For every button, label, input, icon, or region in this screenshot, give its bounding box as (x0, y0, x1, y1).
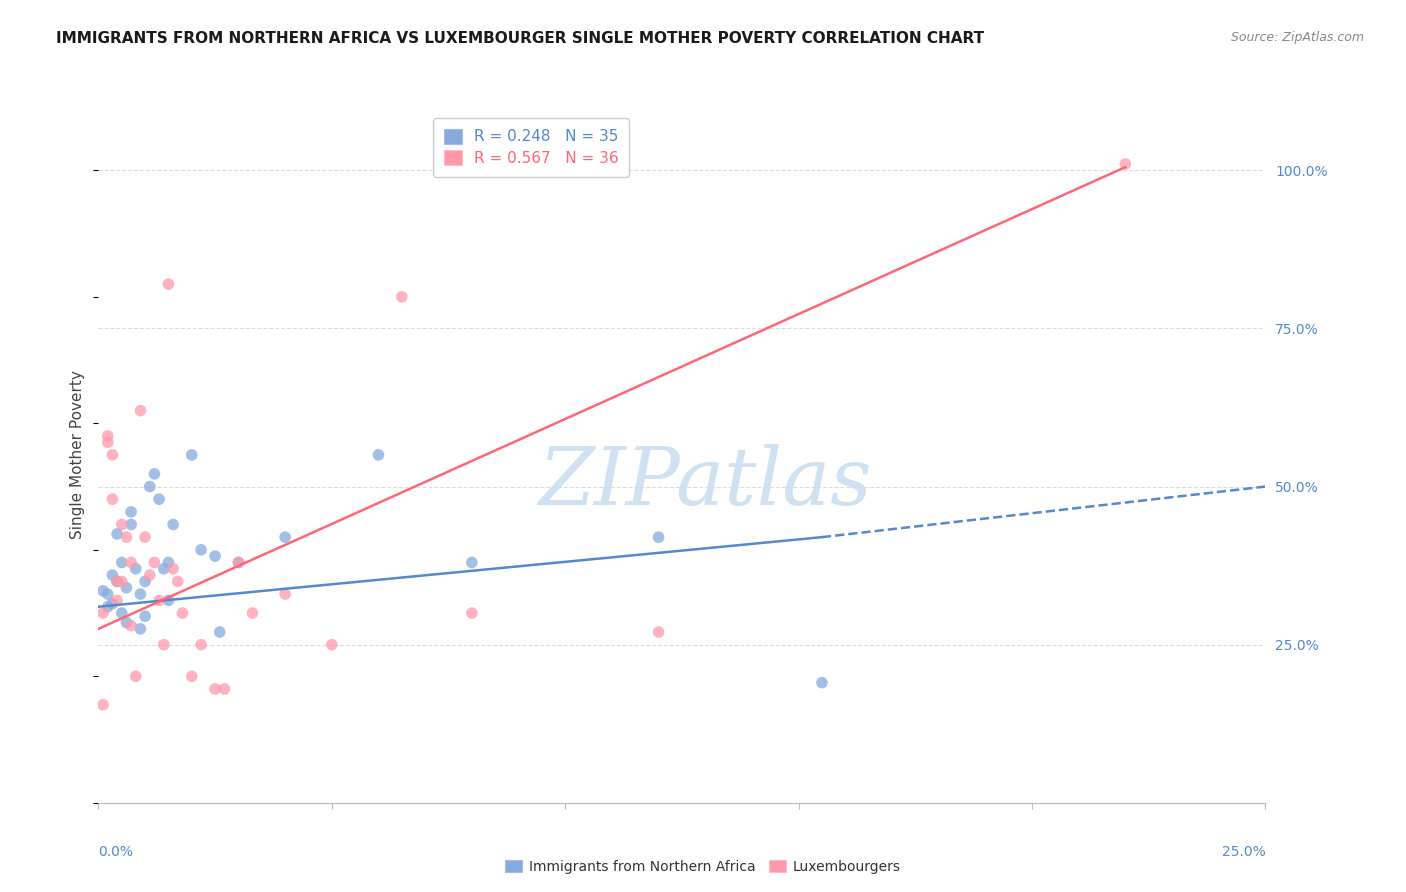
Point (148, 492, 170, 507)
Point (105, 574, 128, 589)
Point (190, 542, 212, 557)
Point (111, 556, 134, 570)
Point (228, 556, 250, 570)
Point (111, 606, 134, 620)
Text: 0.0%: 0.0% (98, 845, 134, 858)
Point (101, 448, 124, 462)
Point (204, 549, 226, 563)
Point (115, 615, 138, 630)
Text: ZIPatlas: ZIPatlas (538, 444, 872, 522)
Point (148, 593, 170, 607)
Point (172, 606, 194, 620)
Point (120, 618, 142, 632)
Point (274, 530, 297, 544)
Point (120, 505, 142, 519)
Point (274, 587, 297, 601)
Point (134, 530, 156, 544)
Point (91, 606, 114, 620)
Point (321, 638, 343, 652)
Point (97, 435, 120, 450)
Point (391, 290, 413, 304)
Point (214, 681, 236, 696)
Point (152, 562, 174, 576)
Point (180, 448, 202, 462)
Legend: R = 0.248   N = 35, R = 0.567   N = 36: R = 0.248 N = 35, R = 0.567 N = 36 (433, 118, 630, 177)
Point (111, 574, 134, 589)
Point (461, 556, 484, 570)
Point (97, 429, 120, 443)
Point (157, 593, 180, 607)
Point (97, 587, 120, 601)
Point (367, 448, 389, 462)
Point (162, 517, 184, 532)
Point (125, 562, 148, 576)
Point (208, 625, 231, 640)
Point (152, 638, 174, 652)
Point (129, 587, 152, 601)
Point (129, 403, 152, 417)
Point (97, 599, 120, 614)
Point (157, 277, 180, 292)
Point (143, 467, 166, 481)
Point (1114, 157, 1136, 171)
Point (111, 517, 134, 532)
Point (162, 562, 184, 576)
Point (139, 479, 162, 493)
Point (105, 574, 128, 589)
Legend: Immigrants from Northern Africa, Luxembourgers: Immigrants from Northern Africa, Luxembo… (498, 853, 908, 880)
Point (120, 517, 142, 532)
Point (190, 638, 212, 652)
Point (461, 606, 484, 620)
Point (115, 581, 138, 595)
Point (166, 574, 188, 589)
Point (242, 606, 264, 620)
Point (101, 597, 124, 611)
Point (134, 574, 156, 589)
Point (204, 681, 226, 696)
Point (101, 568, 124, 582)
Point (91, 698, 114, 712)
Point (129, 622, 152, 636)
Text: IMMIGRANTS FROM NORTHERN AFRICA VS LUXEMBOURGER SINGLE MOTHER POVERTY CORRELATIO: IMMIGRANTS FROM NORTHERN AFRICA VS LUXEM… (56, 31, 984, 46)
Point (811, 675, 834, 690)
Point (157, 556, 180, 570)
Point (105, 593, 128, 607)
Point (91, 583, 114, 598)
Point (115, 530, 138, 544)
Point (125, 669, 148, 683)
Point (105, 527, 128, 541)
Point (647, 530, 669, 544)
Point (134, 609, 156, 624)
Text: Source: ZipAtlas.com: Source: ZipAtlas.com (1230, 31, 1364, 45)
Point (180, 669, 202, 683)
Point (101, 492, 124, 507)
Point (647, 625, 669, 640)
Text: 25.0%: 25.0% (1222, 845, 1265, 858)
Point (120, 556, 142, 570)
Y-axis label: Single Mother Poverty: Single Mother Poverty (70, 370, 86, 540)
Point (228, 556, 250, 570)
Point (143, 556, 166, 570)
Point (139, 568, 162, 582)
